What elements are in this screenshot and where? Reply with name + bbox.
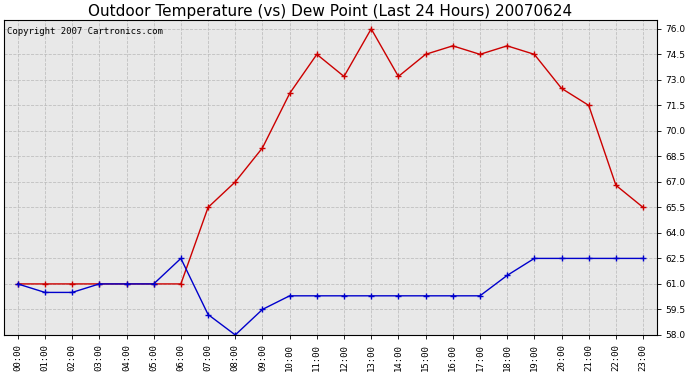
Title: Outdoor Temperature (vs) Dew Point (Last 24 Hours) 20070624: Outdoor Temperature (vs) Dew Point (Last… [88,4,573,19]
Text: Copyright 2007 Cartronics.com: Copyright 2007 Cartronics.com [8,27,164,36]
